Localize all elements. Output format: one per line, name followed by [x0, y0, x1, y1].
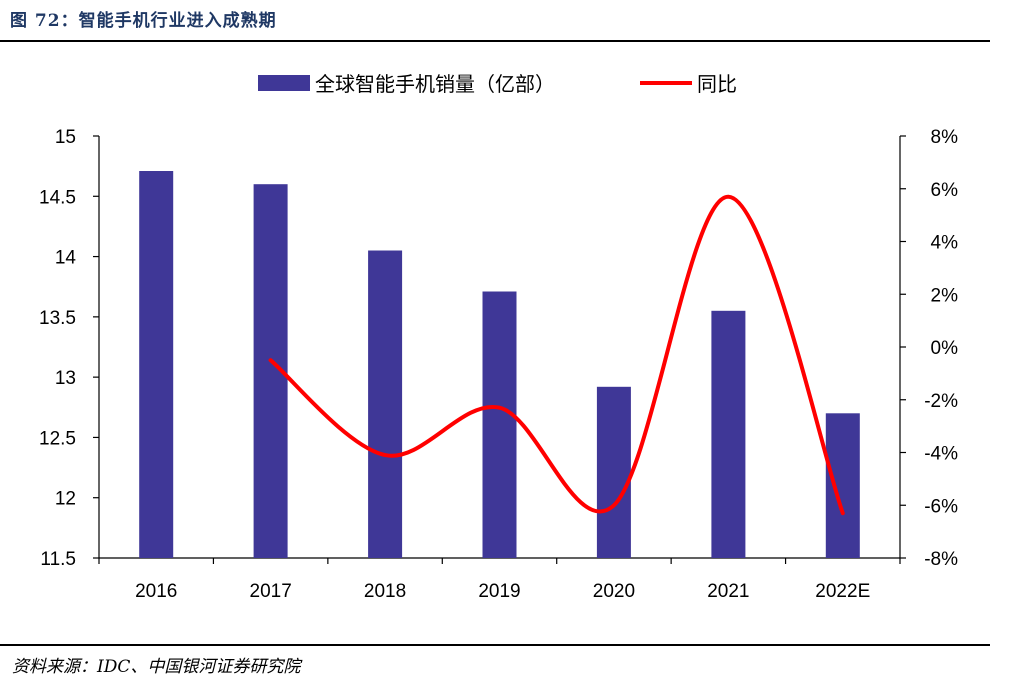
legend: 全球智能手机销量（亿部） 同比 — [258, 72, 737, 96]
right-tick-label: 6% — [931, 180, 959, 201]
bar-2019 — [482, 291, 517, 558]
legend-swatch-bar — [258, 75, 310, 91]
right-tick-label: -8% — [924, 549, 958, 570]
left-tick-label: 15 — [55, 127, 76, 148]
x-tick-label: 2018 — [364, 581, 406, 602]
bars — [139, 171, 860, 558]
x-tick-label: 2016 — [135, 581, 177, 602]
bottom-rule — [0, 644, 990, 646]
left-tick-label: 14.5 — [39, 187, 76, 208]
right-tick-label: 4% — [931, 233, 959, 254]
bar-2016 — [139, 171, 174, 558]
bar-2020 — [596, 386, 631, 558]
right-tick-label: 0% — [931, 338, 959, 359]
legend-label-bar: 全球智能手机销量（亿部） — [315, 72, 555, 96]
bar-2018 — [368, 250, 403, 558]
left-tick-label: 12.5 — [39, 428, 76, 449]
figure-title: 图 72：智能手机行业进入成熟期 — [10, 11, 277, 31]
yoy-line — [268, 194, 845, 516]
left-tick-label: 13 — [55, 368, 76, 389]
top-rule — [0, 40, 990, 42]
source-note: 资料来源：IDC、中国银河证券研究院 — [12, 657, 301, 677]
right-ticks: -8% -6% -4% -2% 0% 2% 4% 6% 8% — [900, 127, 958, 570]
left-ticks: 11.5 12 12.5 13 13.5 14 14.5 15 — [39, 127, 99, 570]
bar-2022E — [825, 413, 860, 558]
right-tick-label: -2% — [924, 391, 958, 412]
right-tick-label: 8% — [931, 127, 959, 148]
bar-2021 — [711, 310, 746, 558]
left-tick-label: 11.5 — [40, 549, 76, 570]
x-tick-label: 2017 — [250, 581, 292, 602]
x-tick-label: 2021 — [707, 581, 749, 602]
x-ticks: 2016 2017 2018 2019 2020 2021 2022E — [98, 558, 901, 602]
right-tick-label: 2% — [931, 285, 959, 306]
right-tick-label: -6% — [924, 496, 958, 517]
x-tick-label: 2022E — [815, 581, 870, 602]
left-tick-label: 12 — [55, 489, 76, 510]
yoy-line-layer — [268, 194, 845, 516]
left-tick-label: 14 — [55, 248, 77, 269]
left-tick-label: 13.5 — [39, 308, 76, 329]
legend-label-line: 同比 — [697, 72, 737, 96]
right-tick-label: -4% — [924, 444, 958, 465]
x-tick-label: 2020 — [593, 581, 635, 602]
x-tick-label: 2019 — [478, 581, 520, 602]
